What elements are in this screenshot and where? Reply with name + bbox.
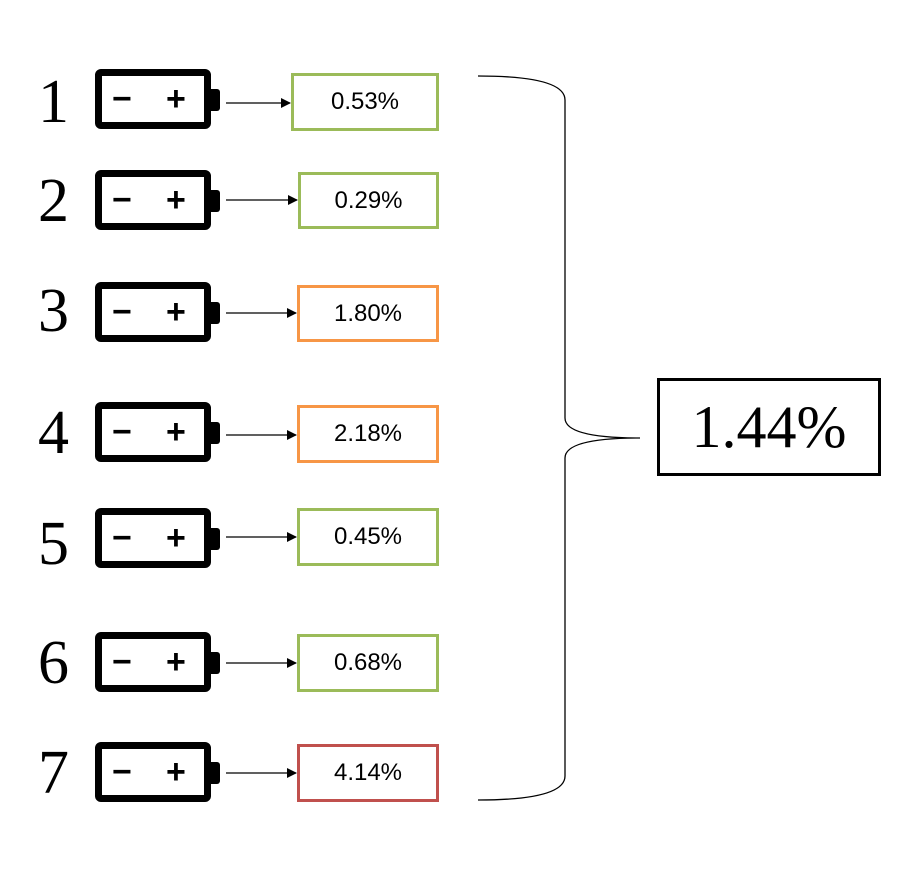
cell-value-box: 0.53% [291, 73, 439, 131]
plus-symbol: + [166, 519, 186, 557]
plus-symbol: + [166, 753, 186, 791]
battery-terminal [209, 190, 220, 212]
minus-symbol: − [112, 753, 132, 791]
minus-symbol: − [112, 413, 132, 451]
minus-symbol: − [112, 80, 132, 118]
cell-number-label: 3 [38, 277, 69, 345]
battery-icon: − + [95, 508, 220, 568]
battery-icon: − + [95, 282, 220, 342]
cell-value: 1.80% [333, 299, 403, 327]
cell-number-label: 1 [38, 68, 69, 136]
battery-terminal [209, 89, 220, 111]
cell-value-box: 4.14% [297, 744, 439, 802]
cell-value-box: 0.68% [297, 634, 439, 692]
battery-terminal [209, 652, 220, 674]
cell-value: 0.53% [330, 88, 400, 115]
plus-symbol: + [166, 413, 186, 451]
cell-number-label: 2 [38, 167, 69, 235]
battery-terminal [209, 762, 220, 784]
battery-icon: − + [95, 632, 220, 692]
cell-value: 0.45% [333, 523, 403, 550]
cell-value: 2.18% [333, 420, 403, 447]
minus-symbol: − [112, 643, 132, 681]
plus-symbol: + [166, 181, 186, 219]
plus-symbol: + [166, 643, 186, 681]
battery-terminal [209, 302, 220, 324]
plus-symbol: + [166, 293, 186, 331]
battery-icon: − + [95, 742, 220, 802]
cell-value: 0.29% [334, 186, 403, 214]
minus-symbol: − [112, 181, 132, 219]
battery-terminal [209, 528, 220, 550]
summary-brace [477, 75, 641, 801]
average-value-box: 1.44% [657, 378, 881, 476]
cell-number-label: 4 [38, 399, 69, 467]
cell-number-label: 5 [38, 510, 69, 578]
cell-number-label: 7 [38, 739, 69, 807]
cell-value-box: 0.45% [297, 508, 439, 566]
cell-value: 4.14% [333, 759, 403, 786]
cell-value-box: 2.18% [297, 405, 439, 463]
cell-value-box: 0.29% [298, 172, 439, 229]
battery-terminal [209, 422, 220, 444]
cell-number-label: 6 [38, 629, 69, 697]
battery-icon: − + [95, 170, 220, 230]
battery-icon: − + [95, 69, 220, 129]
battery-icon: − + [95, 402, 220, 462]
cell-value: 0.68% [333, 649, 403, 676]
minus-symbol: − [112, 519, 132, 557]
minus-symbol: − [112, 293, 132, 331]
average-value: 1.44% [691, 393, 847, 460]
cell-value-box: 1.80% [297, 285, 439, 342]
plus-symbol: + [166, 80, 186, 118]
